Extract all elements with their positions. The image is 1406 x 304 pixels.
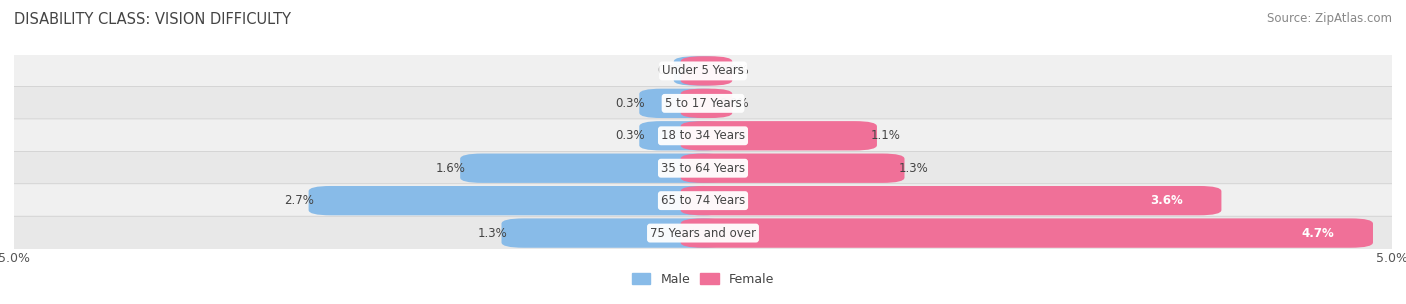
FancyBboxPatch shape <box>673 56 725 86</box>
FancyBboxPatch shape <box>681 56 733 86</box>
Text: 35 to 64 Years: 35 to 64 Years <box>661 162 745 175</box>
Text: 2.7%: 2.7% <box>284 194 315 207</box>
FancyBboxPatch shape <box>11 119 1395 153</box>
Text: 1.3%: 1.3% <box>898 162 928 175</box>
FancyBboxPatch shape <box>640 89 725 118</box>
Text: 65 to 74 Years: 65 to 74 Years <box>661 194 745 207</box>
FancyBboxPatch shape <box>681 154 904 183</box>
FancyBboxPatch shape <box>502 218 725 248</box>
FancyBboxPatch shape <box>460 154 725 183</box>
FancyBboxPatch shape <box>681 121 877 150</box>
Text: 1.3%: 1.3% <box>478 226 508 240</box>
Text: 0.0%: 0.0% <box>720 64 749 78</box>
Text: 4.7%: 4.7% <box>1302 226 1334 240</box>
Text: 1.1%: 1.1% <box>872 129 901 142</box>
Text: 3.6%: 3.6% <box>1150 194 1182 207</box>
Text: 0.0%: 0.0% <box>657 64 686 78</box>
Text: 0.0%: 0.0% <box>720 97 749 110</box>
FancyBboxPatch shape <box>640 121 725 150</box>
FancyBboxPatch shape <box>308 186 725 215</box>
Text: 5 to 17 Years: 5 to 17 Years <box>665 97 741 110</box>
FancyBboxPatch shape <box>11 216 1395 250</box>
Text: 0.3%: 0.3% <box>616 129 645 142</box>
FancyBboxPatch shape <box>11 87 1395 120</box>
Text: 0.3%: 0.3% <box>616 97 645 110</box>
FancyBboxPatch shape <box>681 89 733 118</box>
Text: Under 5 Years: Under 5 Years <box>662 64 744 78</box>
Text: 18 to 34 Years: 18 to 34 Years <box>661 129 745 142</box>
Legend: Male, Female: Male, Female <box>631 273 775 286</box>
FancyBboxPatch shape <box>11 184 1395 217</box>
Text: 75 Years and over: 75 Years and over <box>650 226 756 240</box>
FancyBboxPatch shape <box>11 54 1395 88</box>
FancyBboxPatch shape <box>681 186 1222 215</box>
Text: 1.6%: 1.6% <box>436 162 465 175</box>
Text: Source: ZipAtlas.com: Source: ZipAtlas.com <box>1267 12 1392 25</box>
Text: DISABILITY CLASS: VISION DIFFICULTY: DISABILITY CLASS: VISION DIFFICULTY <box>14 12 291 27</box>
FancyBboxPatch shape <box>681 218 1374 248</box>
FancyBboxPatch shape <box>11 151 1395 185</box>
